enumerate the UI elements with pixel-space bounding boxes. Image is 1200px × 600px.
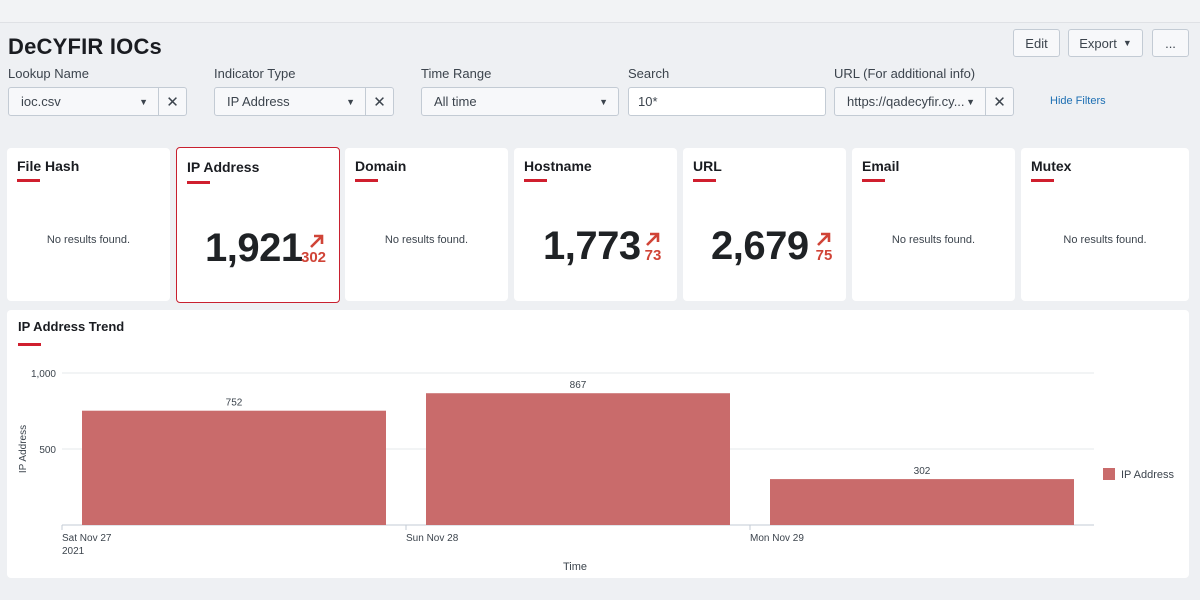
url-select[interactable]: https://qadecyfir.cy... ▼ bbox=[834, 87, 986, 116]
card-title: Email bbox=[862, 158, 900, 174]
close-icon: ✕ bbox=[993, 93, 1006, 111]
y-tick-label: 500 bbox=[39, 445, 56, 456]
edit-button-label: Edit bbox=[1025, 35, 1048, 51]
no-results-text: No results found. bbox=[384, 234, 469, 246]
x-tick-label: Sat Nov 27 bbox=[62, 533, 112, 544]
card-email[interactable]: Email No results found. bbox=[852, 148, 1015, 301]
card-value: 1,773 bbox=[543, 224, 641, 268]
card-title: IP Address bbox=[187, 159, 260, 175]
indicator-type-label: Indicator Type bbox=[214, 66, 296, 81]
card-domain[interactable]: Domain No results found. bbox=[345, 148, 508, 301]
legend-swatch bbox=[1103, 468, 1115, 480]
no-results-text: No results found. bbox=[46, 234, 131, 246]
card-delta-value: 302 bbox=[301, 249, 327, 266]
title-underline bbox=[355, 179, 378, 182]
trend-up-arrow-icon bbox=[646, 232, 660, 246]
card-value: 1,921 bbox=[205, 226, 303, 270]
export-button-label: Export bbox=[1079, 35, 1117, 51]
x-tick-label: Mon Nov 29 bbox=[750, 533, 804, 544]
x-axis-title: Time bbox=[563, 561, 587, 573]
card-url[interactable]: URL 2,679 75 bbox=[683, 148, 846, 301]
no-results-text: No results found. bbox=[1063, 234, 1147, 246]
export-button[interactable]: Export ▼ bbox=[1068, 29, 1143, 57]
time-range-value: All time bbox=[434, 94, 477, 109]
title-underline bbox=[1031, 179, 1054, 182]
x-tick-label: 2021 bbox=[62, 546, 85, 557]
caret-down-icon: ▼ bbox=[346, 96, 355, 107]
time-range-label: Time Range bbox=[421, 66, 492, 81]
more-button-label: ... bbox=[1165, 35, 1176, 51]
bar bbox=[82, 410, 386, 525]
close-icon: ✕ bbox=[166, 93, 179, 111]
title-underline bbox=[693, 179, 716, 182]
title-underline bbox=[862, 179, 885, 182]
data-label: 867 bbox=[570, 380, 587, 391]
lookup-name-select[interactable]: ioc.csv ▼ bbox=[8, 87, 159, 116]
caret-down-icon: ▼ bbox=[599, 96, 608, 107]
title-underline bbox=[524, 179, 547, 182]
card-delta-value: 73 bbox=[644, 247, 662, 264]
card-mutex[interactable]: Mutex No results found. bbox=[1021, 148, 1189, 301]
search-label: Search bbox=[628, 66, 670, 81]
indicator-type-clear-button[interactable]: ✕ bbox=[365, 87, 394, 116]
url-label: URL (For additional info) bbox=[834, 66, 976, 81]
more-button[interactable]: ... bbox=[1152, 29, 1189, 57]
url-value: https://qadecyfir.cy... bbox=[847, 94, 965, 109]
lookup-name-clear-button[interactable]: ✕ bbox=[158, 87, 187, 116]
card-title: URL bbox=[693, 158, 722, 174]
time-range-select[interactable]: All time ▼ bbox=[421, 87, 619, 116]
bar bbox=[770, 479, 1074, 525]
caret-down-icon: ▼ bbox=[139, 96, 148, 107]
lookup-name-value: ioc.csv bbox=[21, 94, 61, 109]
card-title: File Hash bbox=[17, 158, 80, 174]
legend-label: IP Address bbox=[1121, 469, 1174, 481]
card-delta: 302 bbox=[301, 232, 326, 266]
card-delta: 73 bbox=[644, 230, 662, 264]
trend-chart: 500 1,000 752 Sat Nov 27 2021 867 Sun Nov 28 30… bbox=[18, 369, 1174, 573]
y-tick-label: 1,000 bbox=[31, 369, 56, 380]
trend-up-arrow-icon bbox=[817, 232, 831, 246]
top-bar bbox=[0, 0, 1200, 23]
close-icon: ✕ bbox=[373, 93, 386, 111]
card-hostname[interactable]: Hostname 1,773 73 bbox=[514, 148, 677, 301]
search-input[interactable]: 10* bbox=[628, 87, 826, 116]
title-underline bbox=[18, 343, 41, 346]
card-value: 2,679 bbox=[711, 224, 809, 268]
ip-address-trend-panel: IP Address Trend 500 1,000 752 Sat Nov 27 20… bbox=[7, 310, 1189, 578]
title-underline bbox=[187, 181, 210, 184]
page-title: DeCYFIR IOCs bbox=[8, 34, 162, 59]
hide-filters-link[interactable]: Hide Filters bbox=[1050, 95, 1106, 107]
bar bbox=[426, 393, 730, 525]
y-axis-title: IP Address bbox=[18, 425, 29, 473]
card-title: Hostname bbox=[524, 158, 592, 174]
card-ip-address[interactable]: IP Address 1,921 302 bbox=[176, 147, 340, 303]
panel-title: IP Address Trend bbox=[18, 319, 125, 334]
trend-up-arrow-icon bbox=[310, 234, 324, 248]
caret-down-icon: ▼ bbox=[966, 96, 975, 107]
indicator-type-value: IP Address bbox=[227, 94, 290, 109]
no-results-text: No results found. bbox=[891, 234, 976, 246]
card-delta-value: 75 bbox=[815, 247, 833, 264]
card-delta: 75 bbox=[815, 230, 833, 264]
search-input-value: 10* bbox=[638, 94, 658, 109]
indicator-type-select[interactable]: IP Address ▼ bbox=[214, 87, 366, 116]
title-underline bbox=[17, 179, 40, 182]
x-tick-label: Sun Nov 28 bbox=[406, 533, 459, 544]
card-file-hash[interactable]: File Hash No results found. bbox=[7, 148, 170, 301]
card-title: Domain bbox=[355, 158, 407, 174]
lookup-name-label: Lookup Name bbox=[8, 66, 89, 81]
caret-down-icon: ▼ bbox=[1122, 38, 1132, 48]
data-label: 752 bbox=[226, 398, 243, 409]
url-clear-button[interactable]: ✕ bbox=[985, 87, 1014, 116]
card-title: Mutex bbox=[1031, 158, 1072, 174]
data-label: 302 bbox=[914, 466, 931, 477]
edit-button[interactable]: Edit bbox=[1013, 29, 1060, 57]
